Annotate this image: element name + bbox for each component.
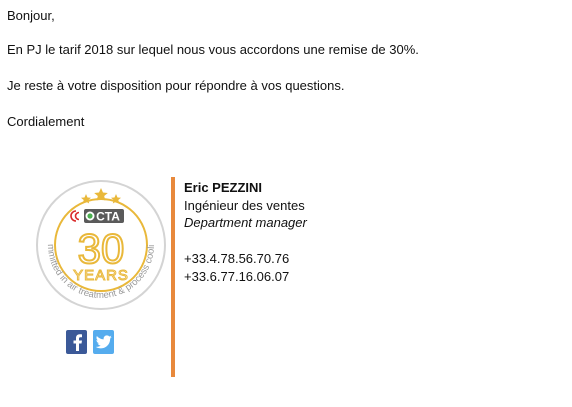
cta-brand-icon: CTA <box>70 209 124 224</box>
email-body-line-2: Je reste à votre disposition pour répond… <box>7 78 345 93</box>
company-logo: CTA 30 YEARS committed in air treatment … <box>34 178 166 310</box>
twitter-icon <box>95 335 112 349</box>
signature-phone-mobile[interactable]: +33.6.77.16.06.07 <box>184 269 290 284</box>
facebook-icon <box>73 334 82 351</box>
facebook-link[interactable] <box>66 330 87 354</box>
signature-phone-office[interactable]: +33.4.78.56.70.76 <box>184 251 290 266</box>
cta-brand-text: CTA <box>96 210 120 224</box>
signature-title: Department manager <box>184 215 307 230</box>
email-closing: Cordialement <box>7 114 85 129</box>
email-greeting: Bonjour, <box>7 8 55 23</box>
signature-name: Eric PEZZINI <box>184 180 263 195</box>
email-body-line-1: En PJ le tarif 2018 sur lequel nous vous… <box>7 42 419 57</box>
twitter-link[interactable] <box>93 330 114 354</box>
stars-icon <box>81 188 121 204</box>
signature-divider <box>171 177 175 377</box>
anniversary-word: YEARS <box>73 267 129 284</box>
anniversary-number: 30 <box>78 225 125 272</box>
signature-role: Ingénieur des ventes <box>184 198 305 213</box>
